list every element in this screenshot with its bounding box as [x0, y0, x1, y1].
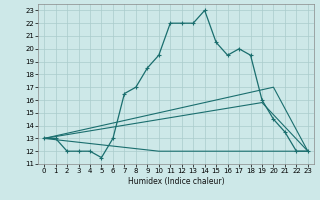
X-axis label: Humidex (Indice chaleur): Humidex (Indice chaleur)	[128, 177, 224, 186]
